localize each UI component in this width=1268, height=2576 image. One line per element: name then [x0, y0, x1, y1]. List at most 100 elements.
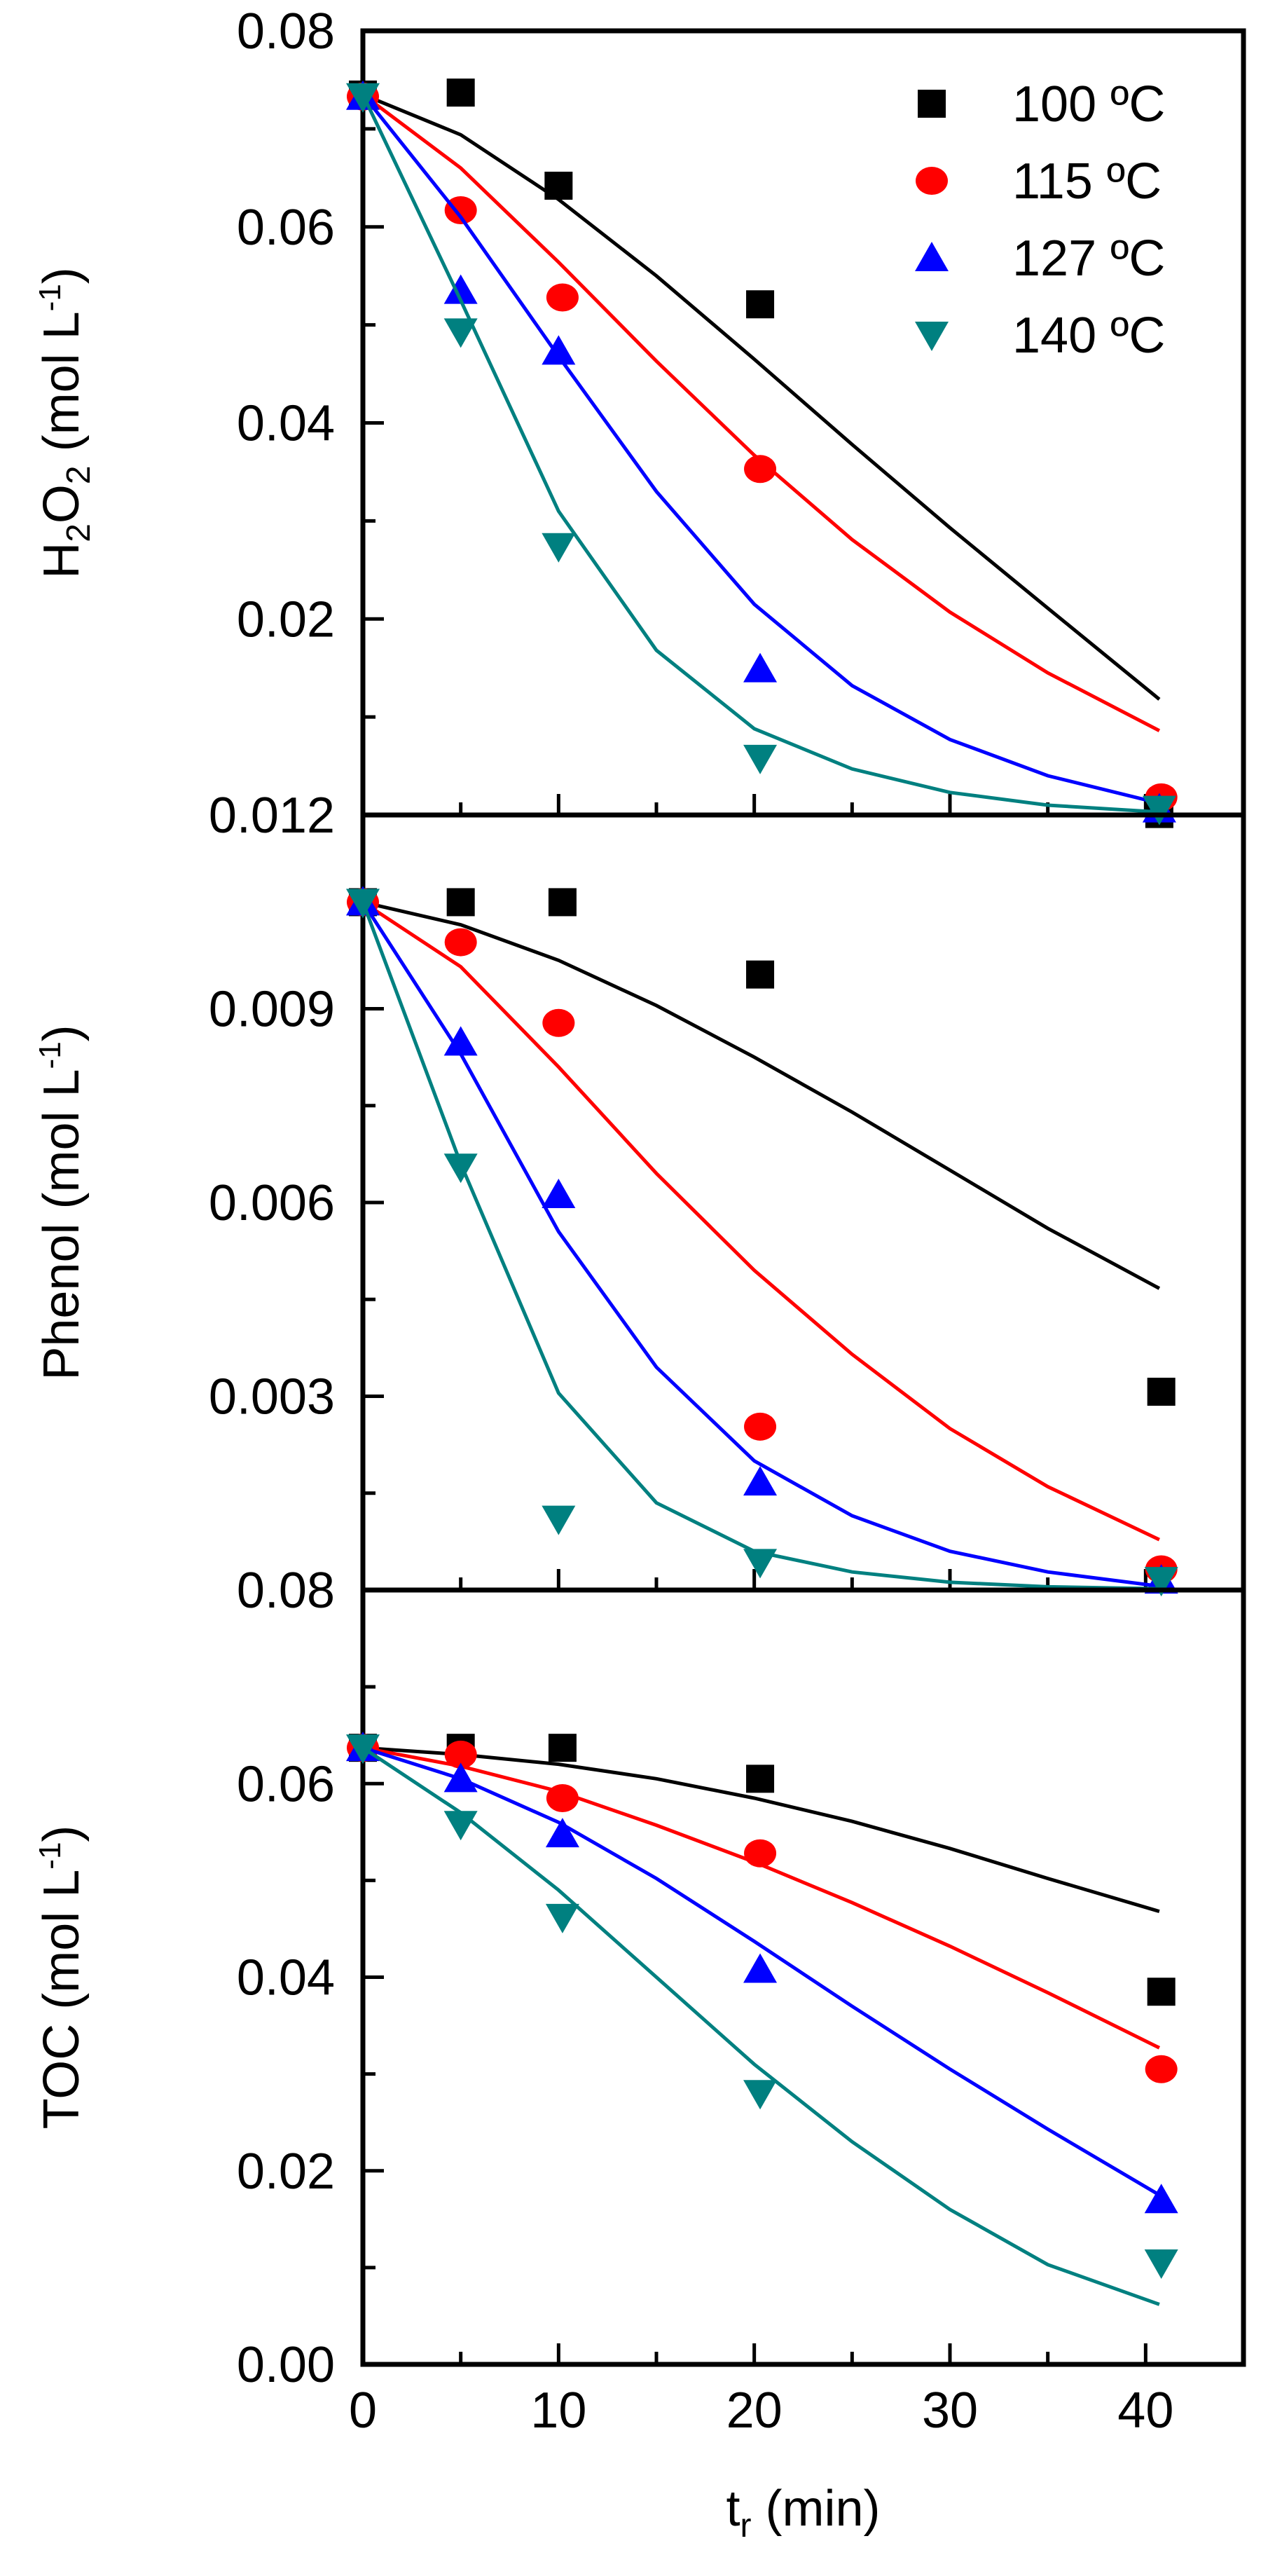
y-tick-label: 0.00: [237, 2337, 335, 2393]
y-tick-label: 0.08: [237, 1563, 335, 1619]
data-point: [443, 274, 478, 304]
x-tick-label: 0: [349, 2383, 377, 2439]
y-tick-label: 0.012: [209, 788, 335, 844]
data-point: [743, 652, 778, 683]
y-axis-title: H2O2 (mol L-1): [33, 267, 97, 579]
legend-item: 115 ºC: [916, 153, 1162, 210]
fit-line: [362, 1746, 1161, 2197]
data-point: [542, 1008, 575, 1037]
y-tick-label: 0.08: [237, 4, 335, 60]
series-127C: [346, 1732, 1178, 2214]
panel-frame: [360, 812, 1246, 1593]
x-axis-title: tr (min): [726, 2481, 881, 2544]
y-axis-title: Phenol (mol L-1): [33, 1025, 90, 1380]
panel-bottom: 0.00 0.02 0.04 0.06 TOC (mol L-1): [33, 1587, 1246, 2393]
y-tick-label: 0.02: [237, 2144, 335, 2200]
data-point: [546, 1783, 579, 1812]
data-point: [743, 1549, 778, 1579]
y-tick-label: 0.04: [237, 396, 335, 452]
data-point: [743, 744, 778, 774]
data-point: [1147, 1978, 1176, 2006]
series-140C: [346, 1734, 1178, 2306]
y-tick-label: 0.04: [237, 1950, 335, 2006]
panel-frame: [360, 1587, 1246, 2367]
data-point: [743, 2080, 778, 2110]
fit-line: [362, 900, 1161, 1290]
data-point: [542, 533, 576, 563]
data-point: [542, 1178, 576, 1208]
fit-line: [361, 1746, 1160, 2306]
data-point: [346, 889, 380, 919]
panel-middle: 0.08 0.003 0.006 0.009 Phenol (mol L-1): [33, 812, 1246, 1619]
series-140C: [346, 889, 1178, 1597]
legend-marker: [918, 90, 946, 118]
legend-marker: [915, 242, 949, 271]
legend-marker: [915, 322, 949, 351]
y-tick-label: 0.02: [237, 591, 335, 648]
data-point: [444, 196, 477, 224]
data-point: [545, 1903, 579, 1933]
data-point: [346, 1734, 380, 1765]
x-tick-label: 30: [922, 2383, 978, 2439]
data-point: [443, 1811, 478, 1841]
data-point: [1147, 1378, 1176, 1406]
x-tick-label: 20: [726, 2383, 783, 2439]
x-tick-label: 40: [1117, 2383, 1173, 2439]
data-point: [1144, 1567, 1178, 1597]
fit-line: [361, 93, 1160, 805]
data-point: [746, 960, 775, 989]
y-tick-label: 0.006: [209, 1175, 335, 1231]
legend-item: 127 ºC: [915, 231, 1165, 287]
data-point: [545, 1818, 579, 1848]
data-point: [444, 928, 477, 957]
data-point: [443, 1026, 478, 1056]
legend-item: 100 ºC: [918, 76, 1165, 132]
series-127C: [346, 80, 1176, 823]
data-point: [548, 888, 577, 917]
data-point: [546, 283, 579, 312]
data-point: [443, 1153, 478, 1184]
y-tick-label: 0.06: [237, 1756, 335, 1812]
legend-label: 140 ºC: [1012, 308, 1165, 364]
data-point: [446, 888, 475, 917]
legend-label: 100 ºC: [1012, 76, 1165, 132]
data-point: [544, 172, 573, 200]
data-point: [542, 335, 576, 365]
legend-marker: [916, 167, 948, 195]
data-point: [443, 1762, 478, 1793]
y-axis-title: TOC (mol L-1): [33, 1825, 90, 2130]
data-point: [444, 1740, 477, 1769]
x-tick-label: 10: [530, 2383, 586, 2439]
data-point: [1145, 2055, 1178, 2083]
y-tick-label: 0.06: [237, 200, 335, 256]
fit-line: [361, 900, 1160, 1542]
data-point: [743, 1953, 778, 1983]
data-point: [744, 455, 777, 484]
data-point: [1144, 2249, 1178, 2279]
legend: 100 ºC 115 ºC 127 ºC 140 ºC: [915, 76, 1165, 364]
data-point: [548, 1734, 577, 1762]
series-140C: [346, 83, 1176, 825]
y-tick-label: 0.003: [209, 1369, 335, 1425]
fit-line: [361, 901, 1160, 1588]
legend-label: 115 ºC: [1012, 153, 1162, 210]
legend-item: 140 ºC: [915, 308, 1165, 364]
legend-label: 127 ºC: [1012, 231, 1165, 287]
y-tick-label: 0.009: [209, 982, 335, 1038]
fit-line: [361, 93, 1161, 732]
panel-frame: [360, 28, 1246, 818]
series-100C: [349, 888, 1176, 1406]
fit-line: [362, 1746, 1160, 1913]
panel-top: 0.012 0.02 0.04 0.06 0.08 H2O2 (mol L-1): [33, 4, 1246, 844]
data-point: [746, 1765, 775, 1793]
data-point: [746, 290, 775, 319]
data-point: [744, 1839, 777, 1868]
data-point: [743, 1466, 778, 1496]
data-point: [1142, 795, 1176, 825]
data-point: [443, 318, 478, 348]
data-point: [542, 1505, 576, 1535]
data-point: [346, 83, 380, 113]
fit-line: [361, 93, 1160, 814]
